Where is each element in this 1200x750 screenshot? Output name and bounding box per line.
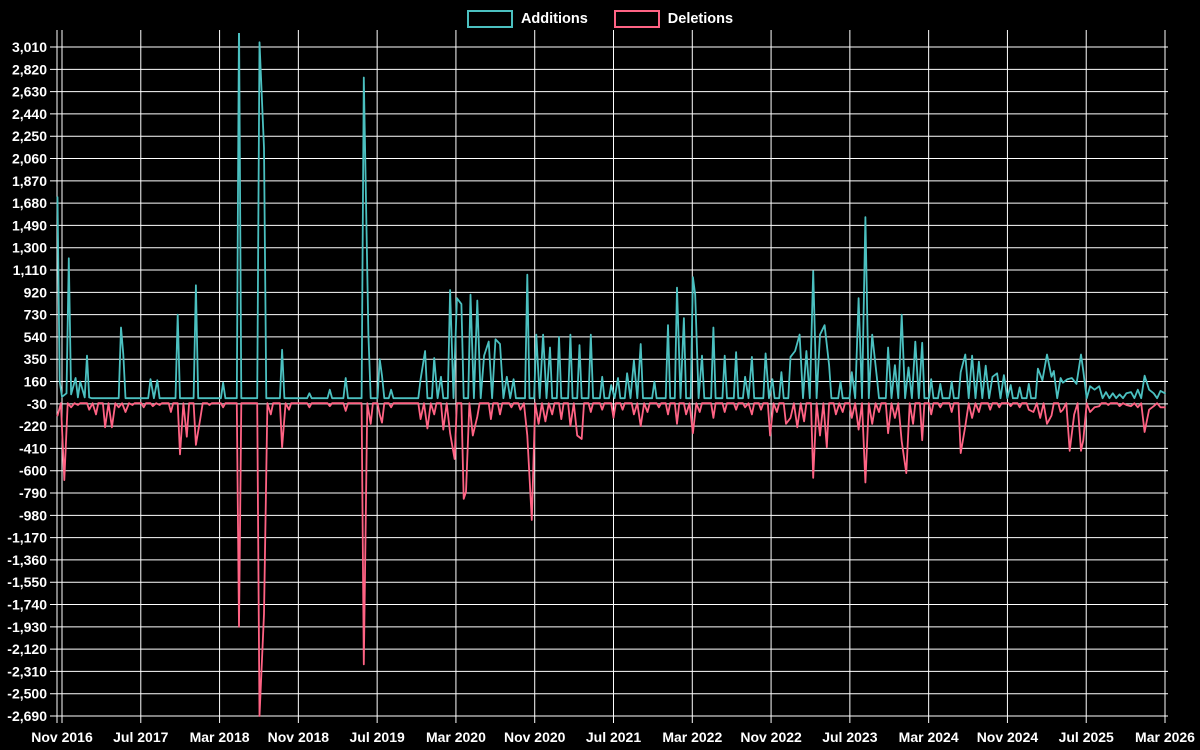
- y-tick-label: 1,680: [12, 195, 47, 211]
- y-tick-label: -790: [19, 485, 47, 501]
- x-tick-label: Mar 2020: [426, 729, 486, 745]
- x-tick-label: Jul 2025: [1059, 729, 1114, 745]
- x-tick-label: Jul 2023: [822, 729, 877, 745]
- y-tick-label: 350: [24, 351, 48, 367]
- y-tick-label: -30: [27, 396, 47, 412]
- x-tick-label: Mar 2018: [190, 729, 250, 745]
- chart-legend: Additions Deletions: [0, 8, 1200, 30]
- y-tick-label: -2,310: [7, 663, 47, 679]
- y-tick-label: 3,010: [12, 39, 47, 55]
- y-tick-label: 2,630: [12, 84, 47, 100]
- y-tick-label: 1,490: [12, 217, 47, 233]
- x-tick-label: Mar 2026: [1135, 729, 1195, 745]
- y-tick-label: -1,170: [7, 530, 47, 546]
- x-tick-label: Nov 2024: [977, 729, 1039, 745]
- y-axis-labels: 3,010 2,820 2,630 2,440 2,250 2,060 1,870 1,680…: [7, 39, 47, 724]
- y-tick-label: -980: [19, 507, 47, 523]
- x-axis-labels: Nov 2016 Jul 2017 Mar 2018 Nov 2018 Jul 2019…: [31, 729, 1195, 745]
- y-tick-label: 1,300: [12, 240, 47, 256]
- y-tick-label: -2,120: [7, 641, 47, 657]
- series-lines: [56, 33, 1166, 717]
- y-tick-label: -1,550: [7, 574, 47, 590]
- legend-item-deletions[interactable]: Deletions: [613, 10, 734, 28]
- y-tick-label: -2,690: [7, 708, 47, 724]
- x-tick-label: Jul 2021: [586, 729, 641, 745]
- x-tick-label: Mar 2022: [662, 729, 722, 745]
- y-tick-label: -1,930: [7, 619, 47, 635]
- y-tick-label: -220: [19, 418, 47, 434]
- y-tick-label: 2,820: [12, 61, 47, 77]
- y-tick-label: 160: [24, 374, 48, 390]
- y-tick-label: -600: [19, 463, 47, 479]
- legend-item-additions[interactable]: Additions: [466, 10, 588, 28]
- y-tick-label: -1,740: [7, 597, 47, 613]
- y-tick-label: 2,250: [12, 128, 47, 144]
- x-tick-label: Mar 2024: [899, 729, 959, 745]
- x-tick-label: Jul 2017: [113, 729, 168, 745]
- y-tick-label: 920: [24, 284, 48, 300]
- x-tick-label: Nov 2018: [268, 729, 330, 745]
- additions-line: [56, 33, 1166, 400]
- additions-legend-label: Additions: [520, 10, 588, 27]
- y-tick-label: -410: [19, 440, 47, 456]
- x-tick-label: Jul 2019: [350, 729, 405, 745]
- deletions-legend-label: Deletions: [667, 10, 734, 27]
- gridlines: [50, 30, 1168, 723]
- deletions-line: [56, 402, 1166, 717]
- y-tick-label: 2,060: [12, 151, 47, 167]
- x-tick-label: Nov 2020: [504, 729, 566, 745]
- y-tick-label: 540: [24, 329, 48, 345]
- x-tick-label: Nov 2022: [740, 729, 802, 745]
- y-tick-label: -2,500: [7, 686, 47, 702]
- y-tick-label: -1,360: [7, 552, 47, 568]
- additions-legend-swatch-icon: [466, 10, 513, 28]
- y-tick-label: 2,440: [12, 106, 47, 122]
- y-tick-label: 1,110: [13, 262, 47, 278]
- x-tick-label: Nov 2016: [31, 729, 93, 745]
- y-tick-label: 1,870: [12, 173, 47, 189]
- y-tick-label: 730: [24, 307, 48, 323]
- deletions-legend-swatch-icon: [613, 10, 660, 28]
